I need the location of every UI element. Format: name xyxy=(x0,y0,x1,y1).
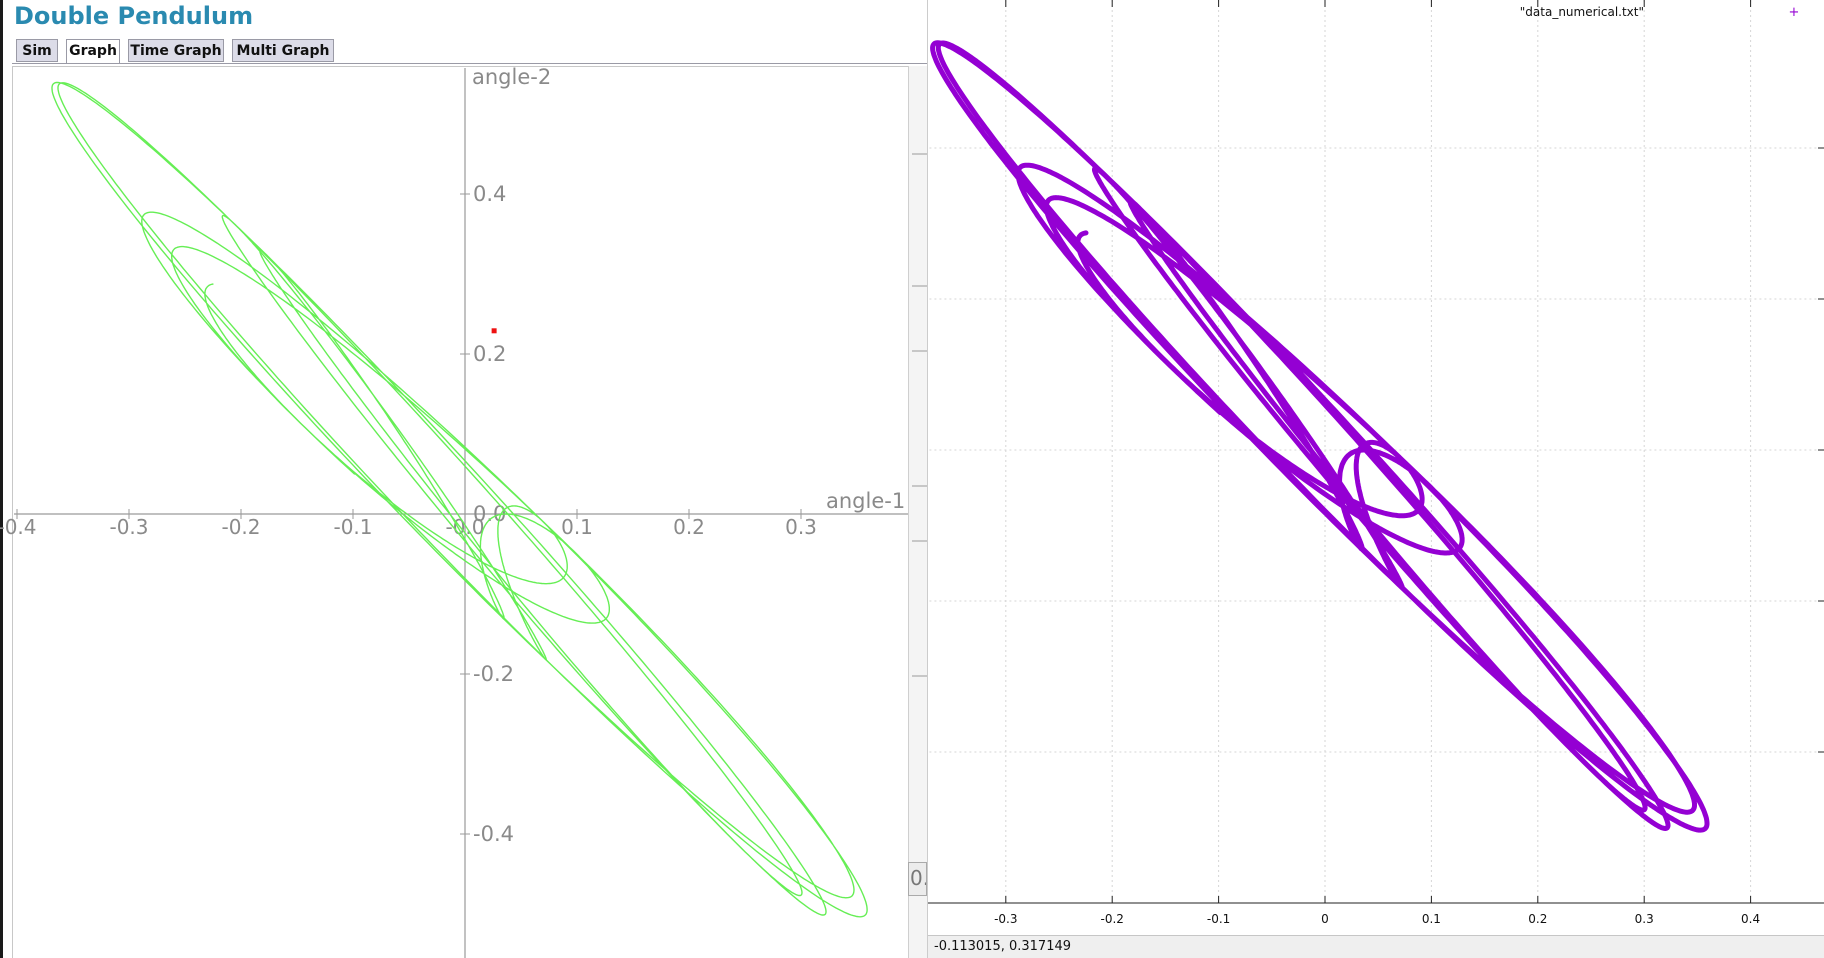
numerical-trace xyxy=(930,40,1710,833)
numerical-trace-line xyxy=(930,40,1710,833)
app-title: Double Pendulum xyxy=(14,2,254,30)
tab-divider xyxy=(12,63,927,64)
y-tick-label: -0.2 xyxy=(473,662,514,686)
legend-symbol: + xyxy=(1789,5,1800,20)
tab-sim[interactable]: Sim xyxy=(16,39,58,62)
x-tick-label: -0.3 xyxy=(109,515,148,539)
y-tick-label: 0.2 xyxy=(473,342,506,366)
phase-graph-canvas[interactable]: -0.4 -0.3 -0.2 -0.1 -0.0 0.1 0.2 0.3 0.4 0.2 0.0 -0… xyxy=(0,0,927,958)
y-tick-label: -0.4 xyxy=(473,822,514,846)
x-tick-label: 0.2 xyxy=(1528,912,1547,926)
gnuplot-canvas[interactable]: -0.4-0.3-0.2-0.100.10.20.30.40.60.40.20-… xyxy=(928,0,1824,935)
x-tick-label: 0.1 xyxy=(561,515,593,539)
vertical-scrollbar[interactable] xyxy=(908,66,927,958)
scrollbar-ticks xyxy=(912,153,927,887)
x-tick-label: 0.4 xyxy=(1741,912,1760,926)
plot-tick-labels: -0.4-0.3-0.2-0.100.10.20.30.40.60.40.20-… xyxy=(994,912,1760,926)
x-tick-label: -0.3 xyxy=(994,912,1017,926)
pendulum-app-window: Double Pendulum Sim Graph Time Graph Mul… xyxy=(0,0,927,958)
x-tick-label: 0.2 xyxy=(673,515,705,539)
window-edge xyxy=(0,0,3,958)
trajectory-trace xyxy=(51,81,868,918)
tab-time-graph[interactable]: Time Graph xyxy=(128,39,224,62)
tab-graph[interactable]: Graph xyxy=(66,39,120,64)
phase-graph-panel[interactable] xyxy=(12,66,927,958)
cursor-coordinates: -0.113015, 0.317149 xyxy=(934,939,1072,954)
x-axis-label: angle-1 xyxy=(826,489,905,513)
x-tick-label: -0.1 xyxy=(333,515,372,539)
graph-ticks: -0.4 -0.3 -0.2 -0.1 -0.0 0.1 0.2 0.30.40.20.0-0… xyxy=(0,182,817,846)
x-tick-label: -0.2 xyxy=(1100,912,1123,926)
plot-grid xyxy=(928,0,1824,904)
current-state-marker xyxy=(491,328,497,334)
plot-axes xyxy=(928,0,1824,904)
status-bar: -0.113015, 0.317149 xyxy=(928,935,1824,958)
y-axis-label: angle-2 xyxy=(472,65,551,89)
tab-multi-graph[interactable]: Multi Graph xyxy=(232,39,334,62)
x-tick-label: -0.0 xyxy=(445,515,484,539)
x-tick-label: -0.2 xyxy=(221,515,260,539)
gnuplot-window: -0.4-0.3-0.2-0.100.10.20.30.40.60.40.20-… xyxy=(927,0,1824,958)
x-tick-label: 0 xyxy=(1321,912,1329,926)
x-tick-label: 0.1 xyxy=(1422,912,1441,926)
x-tick-label: 0.3 xyxy=(785,515,817,539)
x-tick-label: -0.1 xyxy=(1207,912,1230,926)
x-tick-label: 0.3 xyxy=(1635,912,1654,926)
x-tick-label: -0.4 xyxy=(0,515,37,539)
trajectory-line xyxy=(51,81,868,918)
legend-label: "data_numerical.txt" xyxy=(1520,5,1644,19)
scroll-value-box: 0.0 xyxy=(908,862,927,896)
graph-axes xyxy=(14,68,908,958)
y-tick-label: 0.4 xyxy=(473,182,506,206)
